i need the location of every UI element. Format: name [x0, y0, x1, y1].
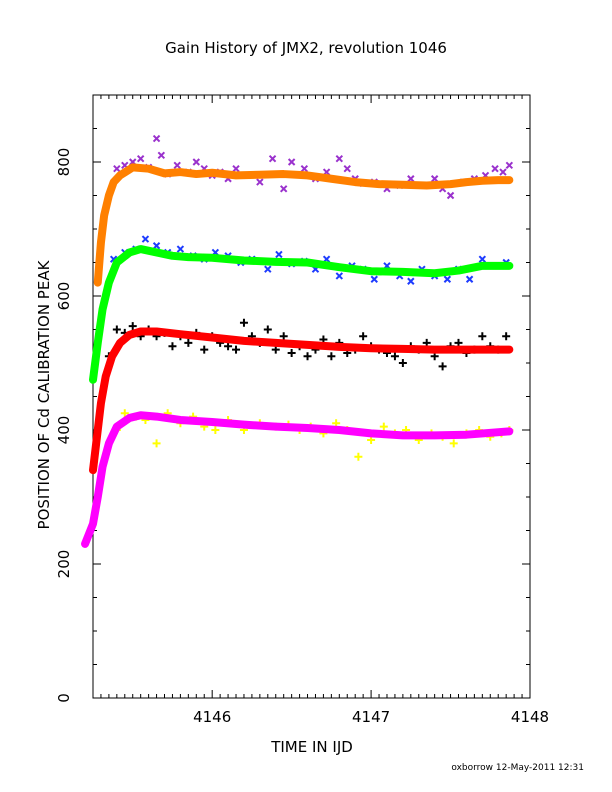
data-point — [491, 164, 499, 173]
data-point — [449, 439, 458, 448]
data-point — [271, 345, 280, 354]
series-1 — [93, 163, 514, 287]
data-point — [354, 452, 363, 461]
data-point — [478, 255, 487, 263]
data-point — [264, 265, 272, 273]
data-point — [454, 338, 463, 347]
data-point — [407, 277, 415, 285]
data-point — [113, 164, 121, 173]
data-point — [112, 325, 121, 334]
x-tick-label: 4146 — [193, 708, 231, 726]
data-point — [176, 245, 185, 253]
data-point — [128, 322, 137, 331]
data-point — [502, 332, 511, 341]
data-point — [287, 158, 296, 166]
data-point — [152, 134, 161, 143]
data-point — [505, 161, 514, 170]
x-axis-label: TIME IN IJD — [270, 738, 353, 756]
chart-title: Gain History of JMX2, revolution 1046 — [165, 39, 447, 57]
data-point — [446, 191, 455, 200]
data-point — [303, 352, 312, 361]
data-point — [279, 185, 288, 193]
data-point — [173, 161, 181, 170]
data-series — [81, 134, 514, 548]
series-line — [81, 411, 514, 548]
data-point — [287, 348, 296, 357]
series-line — [93, 163, 514, 287]
y-tick-label: 400 — [55, 416, 73, 445]
x-axis: 4146 4147 4148 — [92, 95, 549, 726]
data-point — [256, 178, 264, 186]
data-point — [224, 342, 233, 351]
data-point — [136, 154, 145, 163]
data-point — [232, 164, 240, 173]
data-point — [157, 151, 166, 160]
data-point — [279, 332, 288, 341]
series-line — [89, 245, 514, 384]
data-point — [499, 168, 507, 176]
data-point — [327, 352, 336, 361]
series-0 — [113, 134, 514, 200]
data-point — [443, 275, 452, 283]
series-line — [89, 327, 514, 475]
data-point — [184, 338, 193, 347]
data-point — [268, 154, 277, 163]
x-tick-label: 4147 — [352, 708, 390, 726]
y-tick-label: 200 — [55, 550, 73, 579]
data-point — [152, 242, 161, 250]
data-point — [211, 426, 220, 434]
x-tick-label: 4148 — [511, 708, 549, 726]
data-point — [430, 175, 439, 183]
series-7 — [81, 411, 514, 548]
data-point — [430, 352, 439, 361]
data-point — [239, 318, 248, 327]
data-point — [343, 164, 351, 173]
data-point — [168, 342, 177, 351]
y-tick-label: 0 — [55, 693, 73, 703]
data-point — [359, 332, 368, 341]
data-point — [232, 345, 241, 354]
data-point — [407, 175, 415, 183]
data-point — [275, 250, 283, 259]
data-point — [379, 422, 388, 431]
data-point — [335, 154, 344, 163]
y-tick-label: 800 — [55, 148, 73, 177]
y-axis: 0 200 400 600 800 — [55, 94, 530, 703]
data-point — [200, 345, 209, 354]
data-point — [192, 158, 200, 166]
data-point — [370, 275, 378, 283]
y-axis-label: POSITION OF Cd CALIBRATION PEAK — [35, 259, 53, 529]
footer-credit: oxborrow 12-May-2011 12:31 — [451, 763, 584, 773]
data-point — [390, 352, 399, 361]
data-point — [141, 235, 150, 243]
data-point — [465, 275, 474, 283]
data-point — [398, 359, 407, 367]
data-point — [120, 409, 129, 418]
y-tick-label: 600 — [55, 282, 73, 311]
data-point — [438, 362, 447, 371]
data-point — [152, 439, 161, 448]
data-point — [367, 436, 376, 445]
data-point — [335, 272, 344, 280]
series-5 — [89, 327, 514, 475]
series-3 — [89, 245, 514, 384]
data-point — [263, 325, 272, 334]
data-point — [300, 164, 309, 173]
data-point — [478, 332, 487, 341]
